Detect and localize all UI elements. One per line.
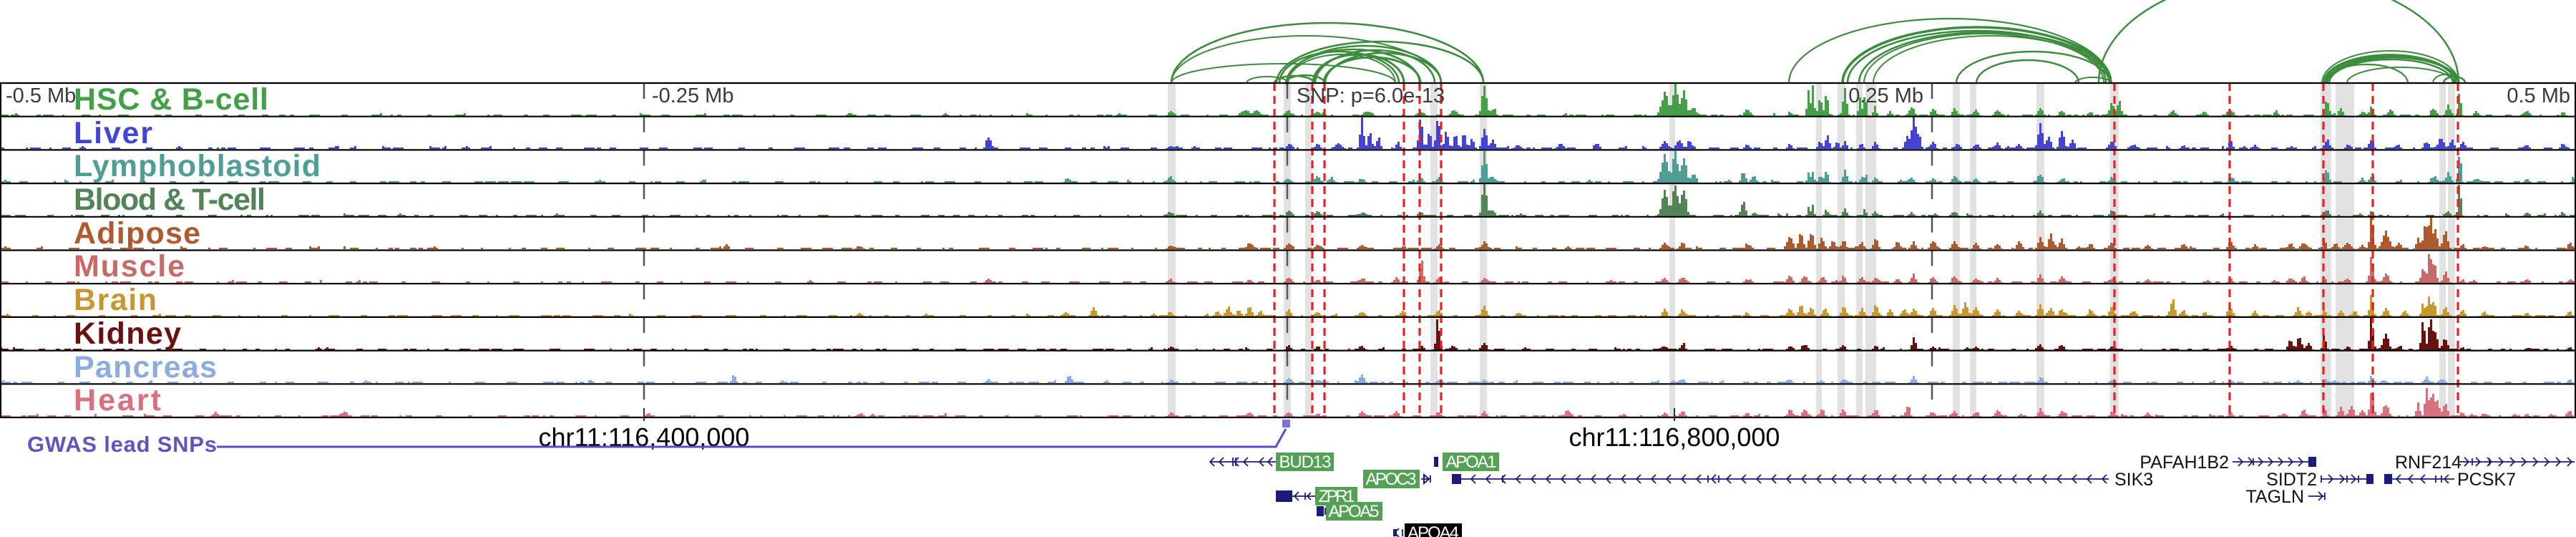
svg-text:Brain: Brain xyxy=(74,283,157,317)
svg-text:APOA5: APOA5 xyxy=(1329,502,1380,521)
svg-text:Heart: Heart xyxy=(74,383,161,417)
svg-text:Lymphoblastoid: Lymphoblastoid xyxy=(74,149,321,183)
svg-text:PAFAH1B2: PAFAH1B2 xyxy=(2140,453,2229,473)
svg-text:BUD13: BUD13 xyxy=(1279,453,1332,472)
svg-text:SIDT2: SIDT2 xyxy=(2266,470,2317,490)
svg-text:Adipose: Adipose xyxy=(74,216,200,251)
svg-text:chr11:116,800,000: chr11:116,800,000 xyxy=(1569,422,1780,452)
svg-text:-0.5 Mb: -0.5 Mb xyxy=(6,84,76,107)
svg-text:RNF214: RNF214 xyxy=(2395,453,2462,473)
svg-text:0.5 Mb: 0.5 Mb xyxy=(2507,84,2570,107)
svg-text:APOA4: APOA4 xyxy=(1407,523,1459,537)
svg-text:PCSK7: PCSK7 xyxy=(2457,470,2516,490)
svg-text:0.25 Mb: 0.25 Mb xyxy=(1848,84,1923,107)
svg-text:APOA1: APOA1 xyxy=(1446,453,1497,472)
svg-text:Muscle: Muscle xyxy=(74,249,185,284)
svg-text:-0.25 Mb: -0.25 Mb xyxy=(652,84,733,107)
svg-text:Blood & T-cell: Blood & T-cell xyxy=(74,183,265,217)
svg-text:Kidney: Kidney xyxy=(74,316,181,351)
svg-text:HSC & B-cell: HSC & B-cell xyxy=(74,82,268,117)
svg-text:SIK3: SIK3 xyxy=(2114,470,2153,490)
svg-text:Pancreas: Pancreas xyxy=(74,350,217,384)
svg-text:GWAS lead SNPs: GWAS lead SNPs xyxy=(27,432,217,457)
svg-text:SNP: p=6.0e-13: SNP: p=6.0e-13 xyxy=(1297,84,1445,107)
svg-text:APOC3: APOC3 xyxy=(1366,470,1417,489)
svg-text:Liver: Liver xyxy=(74,116,152,150)
svg-text:TAGLN: TAGLN xyxy=(2246,487,2305,507)
